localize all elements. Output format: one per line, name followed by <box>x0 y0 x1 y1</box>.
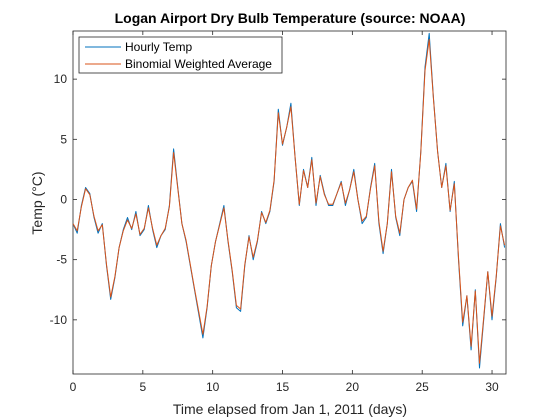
x-tick-label: 20 <box>346 380 360 394</box>
series-line-average <box>73 38 506 364</box>
y-tick-label: -10 <box>50 313 68 327</box>
y-axis-label: Temp (°C) <box>29 171 45 234</box>
x-tick-label: 15 <box>276 380 290 394</box>
y-tick-label: 0 <box>60 192 67 206</box>
series-layer <box>73 32 506 369</box>
x-tick-label: 0 <box>70 380 77 394</box>
y-tick-label: 5 <box>60 132 67 146</box>
y-tick-label: -5 <box>56 253 67 267</box>
legend: Hourly Temp Binomial Weighted Average <box>78 36 283 74</box>
y-tick-label: 10 <box>54 72 68 86</box>
legend-box <box>78 36 283 74</box>
x-tick-label: 30 <box>485 380 499 394</box>
x-tick-label: 10 <box>206 380 220 394</box>
x-tick-label: 5 <box>139 380 146 394</box>
x-axis-label: Time elapsed from Jan 1, 2011 (days) <box>173 401 407 417</box>
x-tick-label: 25 <box>416 380 430 394</box>
tick-layer: 0 5 10 15 20 25 30 -10 -5 0 5 10 <box>50 31 506 394</box>
legend-entry-hourly: Hourly Temp <box>125 40 192 54</box>
chart-title: Logan Airport Dry Bulb Temperature (sour… <box>115 10 466 26</box>
plot-area <box>72 30 507 375</box>
legend-entry-average: Binomial Weighted Average <box>125 57 272 71</box>
